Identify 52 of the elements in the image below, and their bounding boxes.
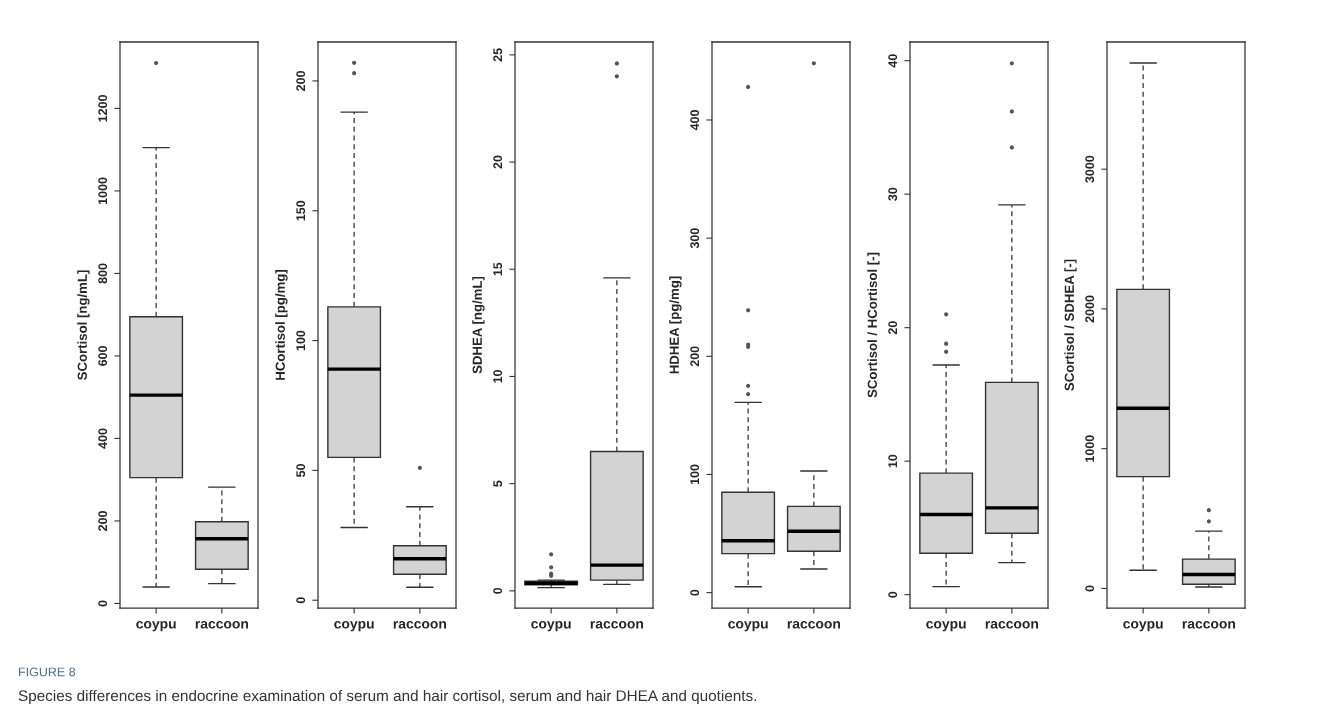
y-tick-label: 400 bbox=[690, 110, 700, 131]
y-tick-label: 600 bbox=[98, 346, 108, 366]
x-tick-label: raccoon bbox=[985, 621, 1039, 629]
y-tick-label: 20 bbox=[888, 321, 898, 335]
y-tick-label: 100 bbox=[296, 330, 306, 351]
y-tick-label: 0 bbox=[690, 589, 700, 596]
y-tick-label: 0 bbox=[1085, 585, 1095, 592]
caption: FIGURE 8 bbox=[19, 667, 76, 677]
y-tick-label: 20 bbox=[493, 155, 503, 169]
y-axis-title: SCortisol / SDHEA [-] bbox=[1064, 259, 1077, 391]
y-tick-label: 800 bbox=[98, 263, 108, 284]
y-tick-label: 0 bbox=[493, 587, 503, 594]
x-tick-label: raccoon bbox=[590, 621, 644, 629]
x-tick-label: coypu bbox=[334, 620, 374, 632]
y-tick-label: 0 bbox=[98, 600, 108, 607]
y-tick-label: 5 bbox=[493, 480, 503, 487]
x-tick-label: raccoon bbox=[195, 621, 249, 629]
y-tick-label: 50 bbox=[296, 463, 306, 477]
y-tick-label: 2000 bbox=[1085, 295, 1095, 323]
y-tick-label: 3000 bbox=[1085, 155, 1095, 183]
text: Species differences in endocrine examination of serum and hair cortisol, serum and hair DHEA and quotients. bbox=[18, 689, 757, 705]
y-tick-label: 0 bbox=[888, 591, 898, 598]
y-tick-label: 25 bbox=[493, 48, 503, 62]
x-tick-label: raccoon bbox=[1182, 621, 1236, 629]
x-tick-label: raccoon bbox=[787, 621, 841, 629]
x-tick-label: coypu bbox=[531, 620, 571, 632]
y-tick-label: 1200 bbox=[98, 95, 108, 122]
y-tick-label: 400 bbox=[98, 428, 108, 449]
x-tick-label: raccoon bbox=[393, 621, 447, 629]
y-tick-label: 1000 bbox=[1085, 435, 1095, 462]
y-tick-label: 200 bbox=[690, 346, 700, 367]
y-axis-title: SCortisol / HCortisol [-] bbox=[867, 252, 880, 398]
x-tick-label: coypu bbox=[136, 620, 176, 632]
y-tick-label: 30 bbox=[888, 187, 898, 201]
y-tick-label: 150 bbox=[296, 200, 306, 221]
y-tick-label: 200 bbox=[98, 511, 108, 531]
x-tick-label: coypu bbox=[728, 620, 768, 632]
y-axis-title: HCortisol [pg/mg] bbox=[275, 270, 288, 380]
y-tick-label: 300 bbox=[690, 228, 700, 249]
y-tick-label: 40 bbox=[888, 54, 898, 68]
y-tick-label: 10 bbox=[493, 370, 503, 383]
y-tick-label: 10 bbox=[888, 454, 898, 468]
y-tick-label: 1000 bbox=[98, 177, 108, 205]
x-tick-label: coypu bbox=[926, 620, 966, 632]
y-axis-title: SDHEA [ng/mL] bbox=[472, 276, 485, 374]
y-axis-title: HDHEA [pg/mg] bbox=[669, 276, 682, 374]
x-tick-label: coypu bbox=[1123, 620, 1163, 632]
y-tick-label: 200 bbox=[296, 71, 306, 91]
y-tick-label: 100 bbox=[690, 464, 700, 485]
y-tick-label: 0 bbox=[296, 597, 306, 604]
y-axis-title: SCortisol [ng/mL] bbox=[77, 270, 90, 380]
y-tick-label: 15 bbox=[493, 262, 503, 276]
